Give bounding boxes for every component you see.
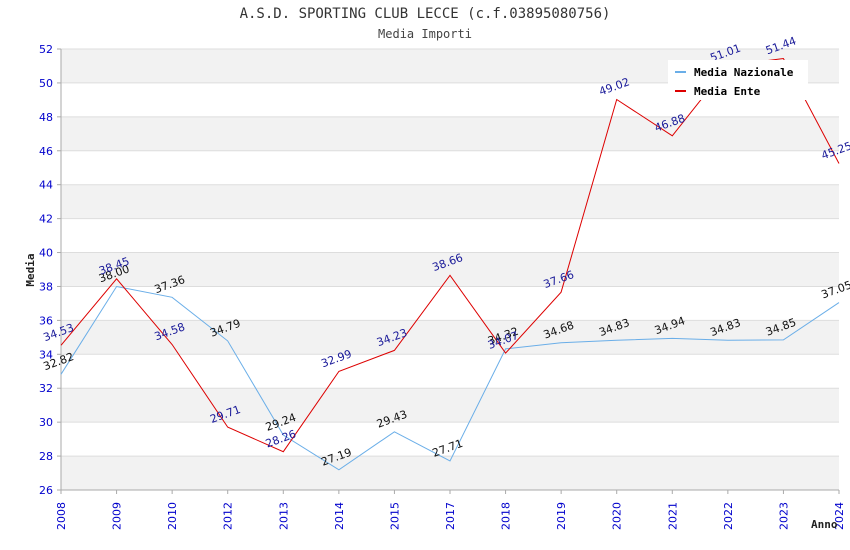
x-tick-label: 2010 xyxy=(166,502,179,530)
x-tick-label: 2021 xyxy=(666,502,679,530)
y-tick-label: 40 xyxy=(39,247,53,260)
x-tick-labels: 2008 2009 2010 2012 2013 2014 2015 2017 2018 2019… xyxy=(55,502,846,530)
legend-box xyxy=(668,60,808,100)
x-tick-label: 2014 xyxy=(333,502,346,530)
grid-band xyxy=(61,184,839,219)
chart-subtitle: Media Importi xyxy=(378,27,472,41)
y-tick-label: 36 xyxy=(39,314,53,327)
legend-label: Media Nazionale xyxy=(694,66,794,79)
grid-band xyxy=(61,320,839,355)
x-tick-label: 2008 xyxy=(55,502,68,530)
series-line-media-nazionale xyxy=(60,285,840,471)
grid-band xyxy=(61,388,839,423)
axes xyxy=(57,48,840,494)
legend-label: Media Ente xyxy=(694,85,761,98)
y-axis-label: Media xyxy=(24,253,37,286)
grid-bands xyxy=(61,49,839,490)
y-tick-label: 28 xyxy=(39,450,53,463)
y-tick-label: 52 xyxy=(39,43,53,56)
y-tick-label: 26 xyxy=(39,484,53,497)
grid-band xyxy=(61,116,839,151)
x-tick-label: 2024 xyxy=(833,502,846,530)
y-tick-label: 42 xyxy=(39,213,53,226)
x-tick-label: 2023 xyxy=(777,502,790,530)
y-tick-label: 38 xyxy=(39,280,53,293)
y-tick-label: 44 xyxy=(39,179,53,192)
legend: Media Nazionale Media Ente xyxy=(668,60,808,100)
x-tick-label: 2018 xyxy=(500,502,513,530)
y-tick-label: 30 xyxy=(39,416,53,429)
x-axis-label: Anno xyxy=(811,518,838,531)
y-tick-labels: 26 28 30 32 34 36 38 40 42 44 46 48 50 52 xyxy=(39,43,53,497)
y-tick-label: 48 xyxy=(39,111,53,124)
x-tick-label: 2019 xyxy=(555,502,568,530)
chart-title: A.S.D. SPORTING CLUB LECCE (c.f.03895080… xyxy=(239,6,611,22)
grid-lines xyxy=(61,48,839,491)
y-tick-label: 50 xyxy=(39,77,53,90)
x-tick-label: 2017 xyxy=(444,502,457,530)
y-tick-label: 34 xyxy=(39,348,53,361)
x-tick-label: 2020 xyxy=(611,502,624,530)
y-tick-label: 46 xyxy=(39,145,53,158)
x-tick-label: 2012 xyxy=(222,502,235,530)
x-tick-label: 2015 xyxy=(388,502,401,530)
grid-band xyxy=(61,252,839,287)
x-tick-label: 2009 xyxy=(111,502,124,530)
x-tick-label: 2013 xyxy=(277,502,290,530)
x-tick-label: 2022 xyxy=(722,502,735,530)
grid-band xyxy=(61,456,839,490)
y-tick-label: 32 xyxy=(39,382,53,395)
